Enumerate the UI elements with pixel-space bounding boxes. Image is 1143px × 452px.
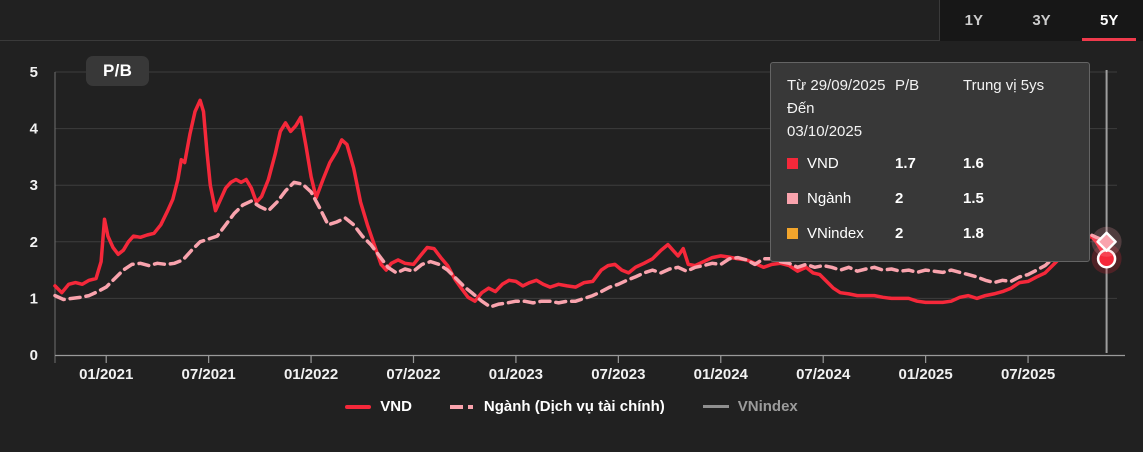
tooltip-col-pb: P/B (895, 77, 920, 94)
y-axis-tick-label: 1 (30, 290, 38, 307)
x-axis-tick-label: 07/2025 (1001, 366, 1055, 383)
nganh-series-line (53, 180, 1109, 309)
x-axis-tick-label: 07/2023 (591, 366, 645, 383)
tooltip-series-name: VNindex (807, 225, 864, 242)
tooltip-series-name: Ngành (807, 190, 852, 207)
tooltip-row-nganh: Ngành 2 1.5 (787, 184, 1075, 213)
tooltip-median-value: 1.8 (963, 225, 984, 242)
legend-item-vnd[interactable]: VND (345, 398, 412, 415)
tooltip-median-value: 1.6 (963, 155, 984, 172)
legend: VND Ngành (Dịch vụ tài chính) VNindex (0, 398, 1143, 415)
tooltip-date-to: Đến 03/10/2025 (787, 100, 863, 140)
top-bar: 1Y 3Y 5Y (0, 0, 1143, 41)
vnd-series-line (53, 98, 1109, 305)
tooltip-header: Từ 29/09/2025 P/B Trung vị 5ys Đến 03/10… (787, 74, 1075, 143)
y-axis-tick-label: 4 (30, 121, 39, 138)
tooltip: Từ 29/09/2025 P/B Trung vị 5ys Đến 03/10… (770, 62, 1090, 262)
x-axis-tick-label: 07/2021 (182, 366, 236, 383)
legend-item-nganh[interactable]: Ngành (Dịch vụ tài chính) (449, 398, 665, 415)
x-axis-tick-label: 01/2023 (489, 366, 543, 383)
vnindex-swatch-icon (787, 228, 798, 239)
x-axis-tick-label: 01/2022 (284, 366, 338, 383)
tooltip-row-vnd: VND 1.7 1.6 (787, 149, 1075, 178)
tooltip-pb-value: 2 (895, 190, 904, 207)
y-axis-tick-label: 2 (30, 234, 38, 251)
range-tab-3y[interactable]: 3Y (1008, 0, 1076, 41)
x-axis-tick-label: 01/2024 (694, 366, 749, 383)
nganh-dashed-line-icon (449, 404, 475, 409)
x-axis-tick-label: 01/2025 (899, 366, 953, 383)
x-axis-tick-label: 01/2021 (79, 366, 133, 383)
tooltip-series-name: VND (807, 155, 839, 172)
vnd-line-icon (345, 404, 372, 409)
x-axis-tick-label: 07/2022 (386, 366, 440, 383)
time-range-selector: 1Y 3Y 5Y (939, 0, 1143, 41)
range-tab-5y[interactable]: 5Y (1075, 0, 1143, 41)
y-axis-tick-label: 5 (30, 64, 38, 81)
y-axis-tick-label: 0 (30, 347, 38, 364)
legend-label: Ngành (Dịch vụ tài chính) (483, 398, 665, 415)
x-axis-tick-label: 07/2024 (796, 366, 851, 383)
legend-label: VNindex (737, 398, 798, 415)
range-tab-1y[interactable]: 1Y (940, 0, 1008, 41)
chart-title-badge: P/B (86, 56, 150, 86)
legend-label: VND (380, 398, 412, 415)
nganh-end-marker (1096, 231, 1117, 253)
tooltip-row-vnindex: VNindex 2 1.8 (787, 219, 1075, 248)
tooltip-col-median: Trung vị 5ys (963, 77, 1045, 94)
y-axis-tick-label: 3 (30, 177, 38, 194)
tooltip-median-value: 1.5 (963, 190, 984, 207)
tooltip-date-from: Từ 29/09/2025 (787, 77, 886, 94)
legend-item-vnindex[interactable]: VNindex (702, 398, 798, 415)
tooltip-pb-value: 2 (895, 225, 904, 242)
tooltip-pb-value: 1.7 (895, 155, 916, 172)
vnd-swatch-icon (787, 158, 798, 169)
nganh-swatch-icon (787, 193, 798, 204)
vnindex-line-icon (702, 405, 729, 408)
